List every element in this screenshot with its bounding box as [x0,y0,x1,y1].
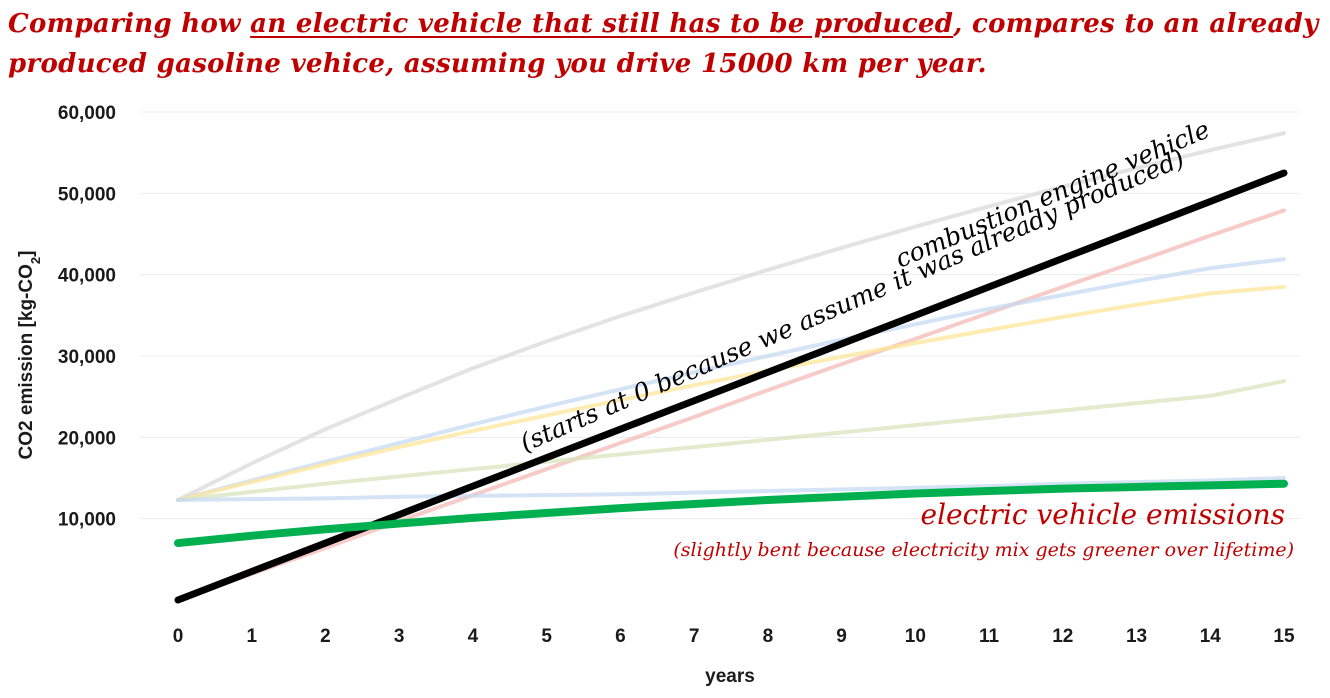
gridlines [140,111,1300,520]
x-tick-label: 9 [836,626,847,647]
x-tick-label: 1 [246,626,257,647]
series-line-6 [174,169,1288,604]
x-tick-label: 13 [1126,626,1147,647]
y-tick-label: 30,000 [58,347,116,368]
series-line-3 [176,284,1286,502]
series-line-0 [176,131,1286,502]
y-axis-label-sub: 2 [28,257,43,264]
y-axis-label-main: CO2 emission [kg-CO [16,264,37,459]
ev-sublabel: (slightly bent because electricity mix g… [673,539,1294,561]
x-tick-label: 5 [541,626,552,647]
series-line-2 [176,257,1286,502]
x-tick-label: 0 [173,626,184,647]
y-tick-label: 60,000 [58,103,116,124]
x-tick-label: 3 [394,626,405,647]
y-axis-label: CO2 emission [kg-CO2] [16,251,43,460]
series-line-5 [176,476,1286,502]
x-tick-label: 4 [468,626,479,647]
x-tick-label: 8 [763,626,774,647]
ev-label: electric vehicle emissions [921,498,1285,531]
combustion-sublabel: (starts at 0 because we assume it was al… [516,143,1189,457]
y-tick-label: 50,000 [58,184,116,205]
x-tick-label: 11 [979,626,1000,647]
y-tick-label: 40,000 [58,266,116,287]
y-tick-label: 20,000 [58,428,116,449]
series-line-7 [174,479,1288,548]
series-lines [174,131,1288,604]
title-part1: Comparing how [8,9,251,39]
series-line-1 [176,208,1286,602]
x-tick-label: 10 [905,626,926,647]
title-part2-underlined: an electric vehicle that still has to be… [250,9,954,39]
y-axis-label-suffix: ] [16,251,37,257]
x-tick-label: 15 [1273,626,1295,647]
x-tick-label: 12 [1052,626,1073,647]
x-tick-label: 2 [320,626,331,647]
x-tick-label: 6 [615,626,626,647]
x-axis-label: years [705,666,755,687]
y-tick-label: 10,000 [58,510,116,531]
x-axis-ticks: 0 1 2 3 4 5 6 7 8 9 10 11 12 13 14 15 [173,626,1295,647]
series-line-4 [176,379,1286,502]
title-part3: , compares to an already produced gasoli… [8,9,1319,79]
chart-title: Comparing how an electric vehicle that s… [8,4,1324,84]
x-tick-label: 14 [1200,626,1222,647]
y-axis-ticks: 10,000 20,000 30,000 40,000 50,000 60,000 [58,103,116,531]
x-tick-label: 7 [689,626,700,647]
